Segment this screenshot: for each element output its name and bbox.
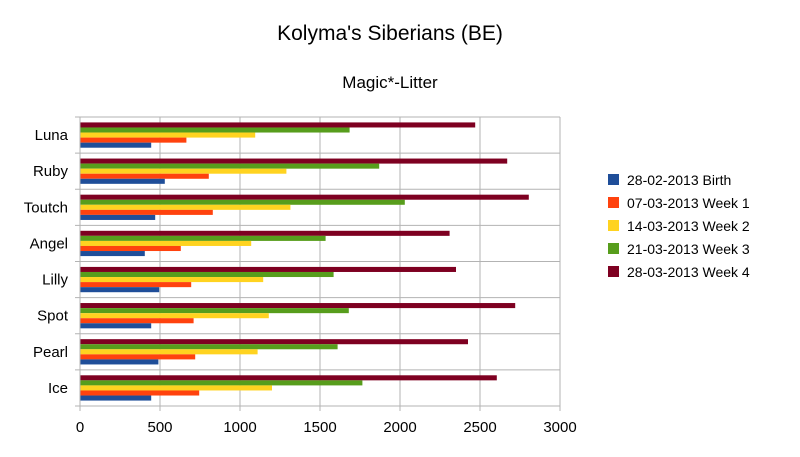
bar-ice-5 — [80, 375, 497, 381]
bar-luna-1 — [80, 142, 152, 148]
bar-ruby-5 — [80, 158, 508, 164]
bar-ruby-2 — [80, 173, 209, 179]
y-tick-label: Ice — [48, 380, 68, 397]
y-tick-label: Angel — [30, 235, 68, 252]
legend-label: 28-03-2013 Week 4 — [627, 264, 750, 280]
bar-luna-2 — [80, 137, 187, 143]
bar-ruby-1 — [80, 178, 165, 184]
bar-luna-4 — [80, 127, 350, 133]
legend-swatch — [608, 243, 619, 254]
grid-lines — [75, 116, 561, 411]
y-tick-label: Lilly — [42, 272, 68, 289]
bars — [80, 122, 529, 401]
bar-ice-1 — [80, 395, 152, 401]
bar-ruby-3 — [80, 168, 287, 174]
bar-toutch-2 — [80, 209, 213, 215]
x-tick-label: 1000 — [223, 419, 256, 436]
bar-spot-1 — [80, 323, 152, 329]
x-tick-label: 2000 — [383, 419, 416, 436]
x-tick-label: 500 — [147, 419, 172, 436]
bar-luna-3 — [80, 132, 256, 138]
legend-label: 14-03-2013 Week 2 — [627, 218, 750, 234]
bar-toutch-5 — [80, 194, 529, 200]
bar-pearl-3 — [80, 349, 258, 355]
bar-toutch-4 — [80, 199, 405, 205]
chart-title: Kolyma's Siberians (BE) — [277, 22, 503, 45]
bar-lilly-4 — [80, 271, 334, 278]
bar-angel-5 — [80, 230, 450, 236]
bar-angel-2 — [80, 245, 181, 252]
x-tick-label: 3000 — [543, 419, 576, 436]
bar-spot-5 — [80, 303, 516, 309]
legend: 28-02-2013 Birth 07-03-2013 Week 1 14-03-2… — [608, 172, 750, 280]
x-tick-label: 2500 — [463, 419, 496, 436]
legend-label: 07-03-2013 Week 1 — [627, 195, 750, 211]
y-tick-label: Luna — [35, 127, 69, 144]
bar-pearl-4 — [80, 344, 338, 350]
bar-lilly-2 — [80, 282, 192, 288]
bar-lilly-5 — [80, 266, 456, 272]
y-tick-label: Pearl — [33, 344, 68, 361]
bar-pearl-2 — [80, 354, 196, 360]
bar-angel-4 — [80, 235, 326, 241]
x-tick-label: 0 — [76, 419, 84, 436]
legend-label: 21-03-2013 Week 3 — [627, 241, 750, 257]
bar-toutch-3 — [80, 204, 291, 210]
chart-subtitle: Magic*-Litter — [342, 73, 438, 92]
bar-ice-3 — [80, 385, 272, 391]
x-axis-ticks: 0 500 1000 1500 2000 2500 3000 — [76, 419, 577, 436]
bar-ice-2 — [80, 390, 200, 396]
bar-spot-2 — [80, 318, 194, 324]
bar-lilly-1 — [80, 287, 160, 293]
legend-swatch — [608, 174, 619, 185]
bar-spot-3 — [80, 313, 269, 319]
bar-pearl-1 — [80, 359, 159, 365]
bar-spot-4 — [80, 308, 349, 314]
bar-toutch-1 — [80, 214, 156, 220]
y-tick-label: Toutch — [24, 199, 68, 216]
bar-lilly-3 — [80, 277, 264, 283]
y-axis-labels: Luna Ruby Toutch Angel Lilly Spot Pearl Ice — [24, 127, 69, 397]
bar-ruby-4 — [80, 163, 380, 169]
x-tick-label: 1500 — [303, 419, 336, 436]
bar-angel-1 — [80, 251, 145, 257]
y-tick-label: Spot — [37, 308, 69, 325]
legend-swatch — [608, 197, 619, 208]
y-tick-label: Ruby — [33, 163, 69, 180]
legend-label: 28-02-2013 Birth — [627, 172, 731, 188]
bar-luna-5 — [80, 122, 476, 128]
legend-swatch — [608, 220, 619, 231]
legend-swatch — [608, 266, 619, 277]
bar-angel-3 — [80, 240, 252, 246]
bar-pearl-5 — [80, 339, 468, 345]
bar-ice-4 — [80, 380, 363, 386]
